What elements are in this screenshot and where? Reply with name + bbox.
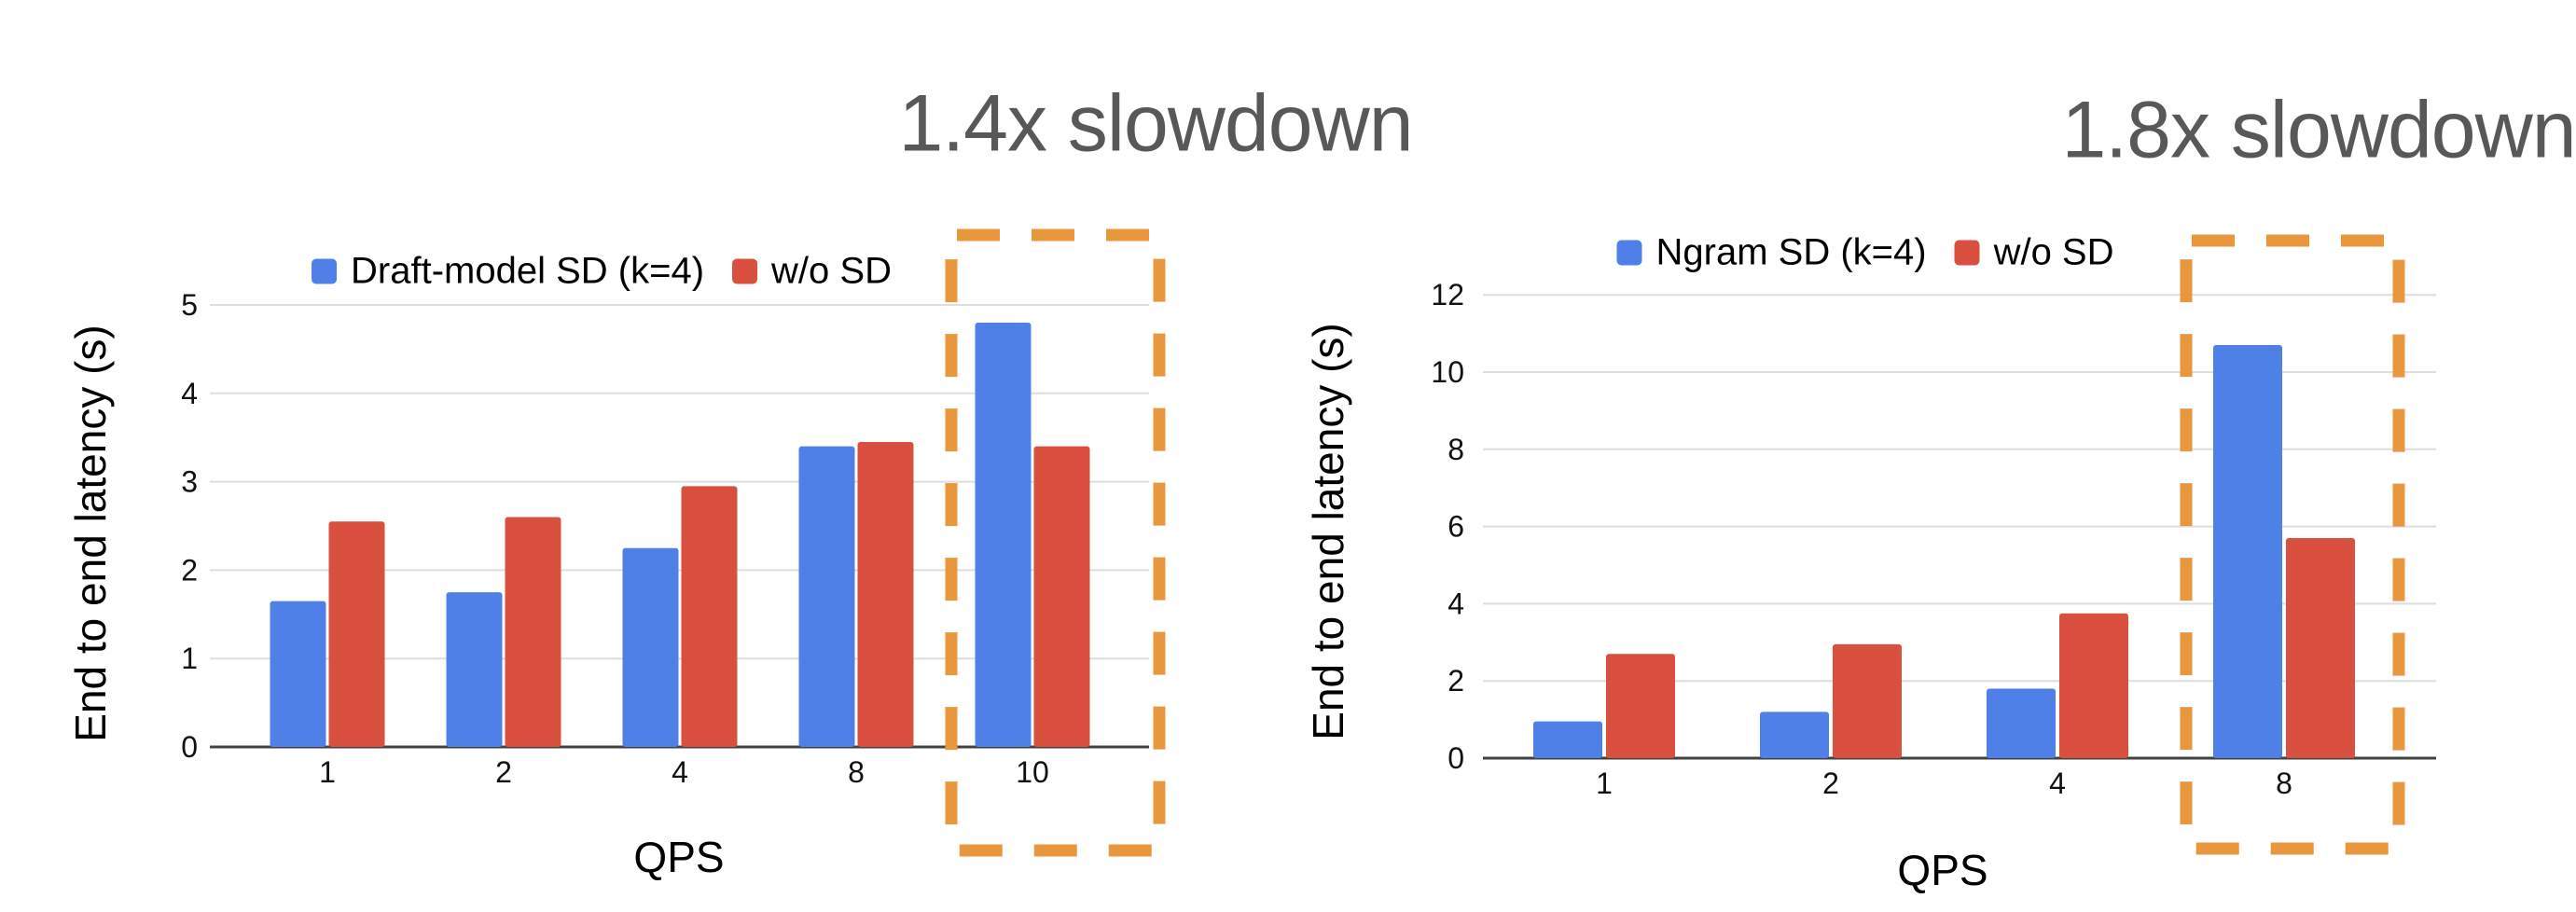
right-chart-bar-red-qps4 [2059, 613, 2128, 758]
right-chart-bar-red-qps2 [1833, 643, 1902, 758]
legend-swatch-red [1954, 240, 1980, 266]
right-chart-y-tick-label: 6 [1447, 510, 1464, 544]
legend-swatch-red [732, 258, 758, 284]
legend-item-draft-model-sd: Draft-model SD (k=4) [312, 251, 704, 293]
right-chart-legend: Ngram SD (k=4) w/o SD [1616, 231, 2114, 274]
left-chart-y-tick-label: 5 [181, 288, 198, 322]
legend-item-ngram-sd: Ngram SD (k=4) [1616, 231, 1927, 274]
legend-item-wo-sd: w/o SD [732, 251, 892, 293]
legend-label: Draft-model SD (k=4) [351, 250, 705, 292]
right-chart-y-tick-label: 12 [1431, 278, 1464, 311]
legend-swatch-blue [312, 258, 338, 284]
left-chart-bar-blue-qps8 [798, 446, 855, 747]
left-chart-y-tick-label: 0 [181, 730, 198, 764]
left-chart-y-tick-label: 2 [181, 553, 198, 587]
left-chart-bar-red-qps4 [681, 486, 738, 747]
right-chart-y-axis-title: End to end latency (s) [1304, 323, 1352, 740]
left-chart-bar-blue-qps10 [975, 322, 1032, 747]
legend-label: Ngram SD (k=4) [1655, 231, 1927, 273]
left-chart-x-tick-label: 8 [848, 755, 865, 789]
left-chart-bar-red-qps1 [328, 521, 385, 747]
left-chart-x-tick-label: 4 [672, 755, 688, 789]
left-chart-highlight-dashed-box [945, 228, 1166, 857]
legend-swatch-blue [1616, 240, 1642, 266]
right-chart-x-axis-title: QPS [1897, 846, 1988, 894]
left-chart-x-tick-label: 10 [1016, 755, 1049, 789]
right-chart-highlight-dashed-box [2180, 234, 2405, 855]
right-chart-x-tick-label: 8 [2276, 767, 2292, 800]
annotation-1-4x-slowdown: 1.4x slowdown [898, 78, 1413, 169]
right-chart-x-tick-label: 2 [1822, 767, 1839, 800]
right-chart-bar-blue-qps8 [2213, 345, 2282, 758]
left-chart-legend: Draft-model SD (k=4) w/o SD [312, 251, 892, 293]
right-chart-y-tick-label: 2 [1447, 664, 1464, 698]
legend-label: w/o SD [771, 250, 892, 292]
left-chart-bar-red-qps8 [857, 441, 914, 747]
left-chart-bar-blue-qps1 [270, 601, 326, 747]
right-chart-y-tick-label: 8 [1447, 433, 1464, 466]
left-chart-y-tick-label: 1 [181, 642, 198, 675]
left-chart-y-axis-title: End to end latency (s) [66, 325, 115, 742]
right-chart-bar-blue-qps1 [1533, 721, 1602, 758]
left-chart-bar-blue-qps2 [446, 592, 503, 747]
left-chart-x-tick-label: 1 [319, 755, 336, 789]
right-chart-y-tick-label: 10 [1431, 355, 1464, 389]
left-chart-y-tick-label: 4 [181, 377, 198, 410]
left-chart-y-tick-label: 3 [181, 465, 198, 499]
right-chart-bar-blue-qps4 [1987, 688, 2056, 758]
right-chart-y-tick-label: 4 [1447, 587, 1464, 620]
right-chart-bar-red-qps8 [2286, 538, 2355, 758]
right-chart-x-tick-label: 4 [2049, 767, 2066, 800]
right-chart-bar-blue-qps2 [1760, 712, 1829, 758]
left-chart-bar-red-qps2 [505, 517, 561, 747]
annotation-1-8x-slowdown: 1.8x slowdown [2061, 85, 2576, 175]
left-chart-x-tick-label: 2 [495, 755, 512, 789]
left-chart-x-axis-title: QPS [633, 833, 725, 881]
left-chart-bar-red-qps10 [1033, 446, 1090, 747]
legend-item-wo-sd: w/o SD [1954, 231, 2114, 274]
right-chart-x-tick-label: 1 [1596, 767, 1613, 800]
left-chart-bar-blue-qps4 [622, 547, 679, 747]
right-chart-y-tick-label: 0 [1447, 741, 1464, 775]
right-chart-bar-red-qps1 [1606, 654, 1675, 758]
legend-label: w/o SD [1993, 231, 2114, 273]
